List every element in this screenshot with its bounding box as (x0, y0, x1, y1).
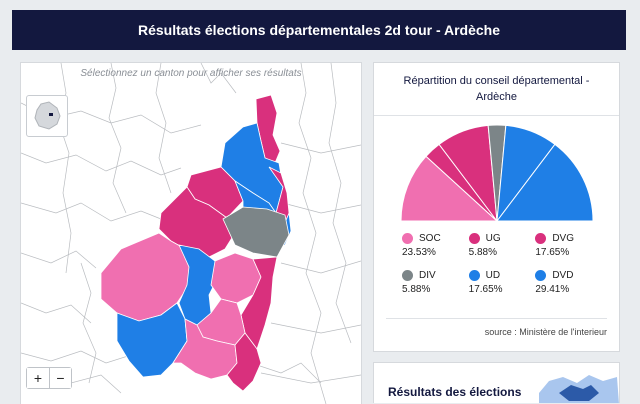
legend-value: 5.88% (468, 247, 498, 258)
card-divider (374, 115, 619, 116)
france-outline-icon (34, 101, 61, 130)
legend-swatch (402, 233, 413, 244)
canton-map[interactable] (21, 63, 361, 404)
legend-swatch (535, 270, 547, 281)
legend-swatch (468, 270, 480, 281)
pie-slice-soc (400, 155, 499, 222)
legend-label: DVD (552, 270, 574, 281)
legend-item-ug: UG 5.88% (468, 233, 536, 258)
inset-map-button[interactable] (26, 95, 68, 137)
mini-map-icon (539, 375, 619, 403)
legend-value: 29.41% (535, 284, 570, 295)
zoom-in-button[interactable]: + (27, 368, 49, 388)
legend-value: 23.53% (402, 247, 436, 258)
map-hint: Sélectionnez un canton pour afficher ses… (80, 68, 302, 79)
page-title: Résultats élections départementales 2d t… (137, 22, 501, 38)
canton-shape (158, 186, 236, 258)
legend-label: DVG (552, 233, 574, 244)
page-header: Résultats élections départementales 2d t… (12, 10, 626, 50)
ardeche-cantons[interactable] (100, 94, 292, 392)
legend-swatch (402, 270, 413, 281)
legend-label: UD (485, 270, 501, 281)
council-title: Répartition du conseil départemental - A… (403, 75, 590, 103)
source-divider (386, 318, 607, 319)
legend-item-dvd: DVD 29.41% (535, 270, 602, 295)
legend-label: UG (485, 233, 501, 244)
canton-shape (226, 332, 262, 392)
legend-value: 17.65% (535, 247, 570, 258)
results-title: Résultats des élections (388, 385, 522, 399)
canton-shape (222, 206, 290, 258)
legend-value: 5.88% (402, 284, 431, 295)
legend-item-ud: UD 17.65% (468, 270, 536, 295)
legend-item-soc: SOC 23.53% (402, 233, 469, 258)
pie-slice-dvd (495, 143, 594, 222)
source-text: source : Ministère de l'interieur (484, 327, 607, 337)
legend-item-div: DIV 5.88% (402, 270, 469, 295)
results-card: Résultats des élections (373, 362, 620, 403)
legend-item-dvg: DVG 17.65% (535, 233, 602, 258)
legend-value: 17.65% (468, 284, 503, 295)
legend-swatch (468, 233, 480, 244)
zoom-out-button[interactable]: − (49, 368, 71, 388)
legend-swatch (535, 233, 547, 244)
zoom-controls: + − (26, 367, 72, 389)
commune-borders (21, 63, 361, 404)
council-legend: SOC 23.53% UG 5.88% DVG 17.65% DIV 5.88% UD 17.65… (402, 233, 602, 295)
legend-label: SOC (419, 233, 441, 244)
council-card: Répartition du conseil départemental - A… (373, 62, 620, 352)
council-pie-chart (400, 124, 594, 223)
legend-label: DIV (419, 270, 436, 281)
canton-map-panel: Sélectionnez un canton pour afficher ses… (20, 62, 362, 404)
